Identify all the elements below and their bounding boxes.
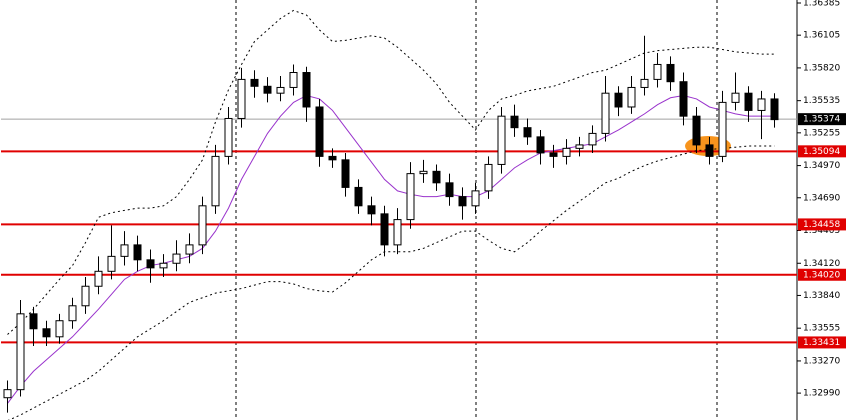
current-price-box bbox=[798, 113, 846, 126]
price-axis-labels: 1.36385 1.36105 1.35820 1.35535 1.35255 1.349… bbox=[797, 0, 840, 399]
candle-body bbox=[107, 255, 116, 272]
candle-body bbox=[731, 92, 740, 103]
candle-body bbox=[523, 127, 532, 138]
y-tick-label: 1.34405 bbox=[803, 226, 840, 236]
candle-body bbox=[757, 98, 766, 111]
level-label: 1.35094 bbox=[803, 147, 840, 157]
candle-body bbox=[614, 92, 623, 108]
candle-body bbox=[185, 244, 194, 255]
candle-body bbox=[42, 328, 51, 338]
moving-average bbox=[7, 94, 775, 404]
candle-body bbox=[159, 262, 168, 269]
candle-body bbox=[653, 63, 662, 80]
candle-body bbox=[367, 205, 376, 215]
candle-body bbox=[3, 389, 12, 399]
candle-body bbox=[393, 219, 402, 246]
candle-body bbox=[718, 101, 727, 157]
candle-body bbox=[302, 72, 311, 108]
y-tick-label: 1.34970 bbox=[803, 161, 840, 171]
candle-body bbox=[692, 115, 701, 146]
candle-body bbox=[419, 170, 428, 175]
y-tick-label: 1.34690 bbox=[803, 193, 840, 203]
candle-body bbox=[354, 186, 363, 207]
y-tick-label: 1.33555 bbox=[803, 324, 840, 334]
candle-body bbox=[263, 85, 272, 94]
candle-body bbox=[549, 152, 558, 157]
y-tick-label: 1.35820 bbox=[803, 63, 840, 73]
candle-body bbox=[224, 117, 233, 157]
candle-body bbox=[497, 115, 506, 165]
current-price-label: 1.35374 bbox=[803, 115, 840, 125]
candle-body bbox=[588, 132, 597, 146]
candle-body bbox=[770, 98, 779, 121]
level-label-box bbox=[798, 336, 846, 349]
candle-body bbox=[237, 78, 246, 119]
candle-body bbox=[380, 213, 389, 246]
y-tick-label: 1.35535 bbox=[803, 96, 840, 106]
candle-body bbox=[562, 147, 571, 157]
candle-body bbox=[458, 196, 467, 207]
candle-body bbox=[640, 78, 649, 88]
candle-body bbox=[666, 63, 675, 83]
candle-body bbox=[445, 182, 454, 198]
candle-body bbox=[601, 92, 610, 134]
candle-body bbox=[406, 173, 415, 221]
candle-body bbox=[276, 86, 285, 94]
candle-body bbox=[250, 78, 259, 87]
y-tick-label: 1.33840 bbox=[803, 291, 840, 301]
level-label: 1.34020 bbox=[803, 270, 840, 280]
candle-body bbox=[29, 313, 38, 330]
candle-body bbox=[705, 144, 714, 157]
y-tick-label: 1.36385 bbox=[803, 0, 840, 8]
candle-body bbox=[627, 86, 636, 108]
candle-body bbox=[198, 205, 207, 246]
candle-body bbox=[679, 81, 688, 117]
y-tick-label: 1.35255 bbox=[803, 128, 840, 138]
candle-body bbox=[471, 190, 480, 207]
candle-body bbox=[16, 313, 25, 391]
candle-body bbox=[211, 155, 220, 207]
candle-body bbox=[68, 305, 77, 322]
candle-body bbox=[94, 270, 103, 287]
candle-body bbox=[289, 72, 298, 88]
y-tick-label: 1.34120 bbox=[803, 259, 840, 269]
candle-body bbox=[341, 159, 350, 188]
candle-body bbox=[315, 106, 324, 157]
candle-body bbox=[575, 144, 584, 149]
candle-body bbox=[172, 253, 181, 264]
candle-body bbox=[536, 136, 545, 154]
candle-body bbox=[146, 259, 155, 269]
level-label: 1.33431 bbox=[803, 338, 840, 348]
candle-body bbox=[432, 170, 441, 184]
level-label-box bbox=[798, 268, 846, 281]
y-tick-label: 1.33270 bbox=[803, 356, 840, 366]
candle-body bbox=[328, 155, 337, 161]
level-label-box bbox=[798, 145, 846, 158]
candle-body bbox=[133, 244, 142, 261]
candle-body bbox=[510, 115, 519, 129]
candle-body bbox=[120, 244, 129, 257]
candle-body bbox=[484, 163, 493, 192]
y-tick-label: 1.32990 bbox=[803, 389, 840, 399]
y-tick-label: 1.36105 bbox=[803, 31, 840, 41]
candle-body bbox=[55, 320, 64, 338]
level-label: 1.34458 bbox=[803, 220, 840, 230]
level-label-box bbox=[798, 218, 846, 231]
candle-body bbox=[81, 285, 90, 307]
candle-body bbox=[744, 92, 753, 111]
bollinger-band bbox=[7, 145, 775, 420]
